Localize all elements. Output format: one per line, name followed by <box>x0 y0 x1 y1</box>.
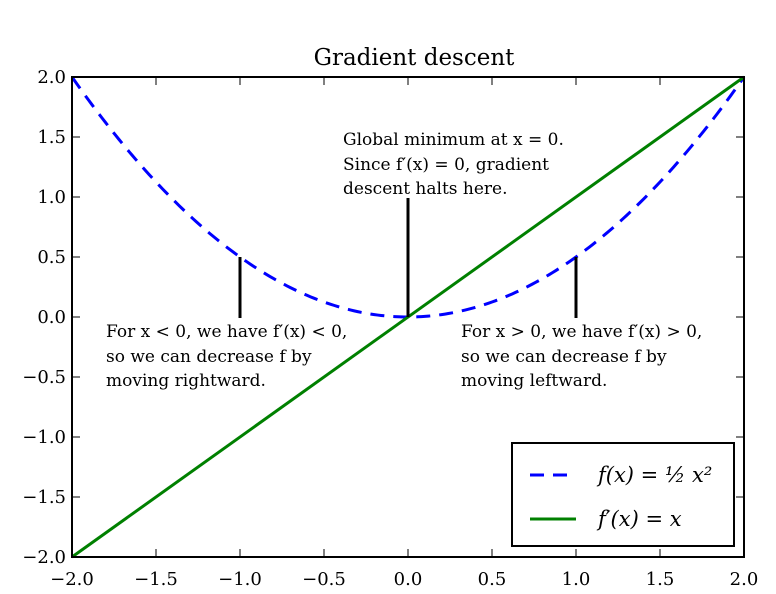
y-tick-label: 0.5 <box>37 247 66 268</box>
annotation-global-minimum-line-3: descent halts here. <box>343 179 508 199</box>
annotations: Global minimum at x = 0. Since f′(x) = 0… <box>106 130 702 391</box>
annotation-global-minimum-line-1: Global minimum at x = 0. <box>343 130 564 150</box>
y-tick-label: 1.0 <box>37 187 66 208</box>
y-tick-label: 1.5 <box>37 127 66 148</box>
annotation-left-line-2: so we can decrease f by <box>106 347 312 367</box>
y-tick-label: −1.5 <box>22 487 66 508</box>
y-tick-label: −0.5 <box>22 367 66 388</box>
annotation-right-line-1: For x > 0, we have f′(x) > 0, <box>461 322 702 342</box>
legend-label-fprime: f′(x) = x <box>596 507 682 531</box>
axis-tick-labels: −2.0 −1.5 −1.0 −0.5 0.0 0.5 1.0 1.5 2.0 2.0 1.5 1.0… <box>22 67 758 590</box>
x-tick-label: −1.0 <box>218 569 262 590</box>
annotation-global-minimum-line-2: Since f′(x) = 0, gradient <box>343 155 549 175</box>
annotation-right-line-2: so we can decrease f by <box>461 347 667 367</box>
x-tick-label: −0.5 <box>302 569 346 590</box>
plot-frame <box>71 76 745 558</box>
legend-label-f: f(x) = ½ x² <box>596 463 712 487</box>
x-tick-label: 0.0 <box>394 569 423 590</box>
x-tick-label: 0.5 <box>478 569 507 590</box>
y-tick-label: −2.0 <box>22 547 66 568</box>
chart-title: Gradient descent <box>314 45 516 71</box>
legend: f(x) = ½ x² f′(x) = x <box>511 442 735 547</box>
x-tick-label: −2.0 <box>50 569 94 590</box>
annotation-left-line-1: For x < 0, we have f′(x) < 0, <box>106 322 347 342</box>
annotation-left-line-3: moving rightward. <box>106 371 266 391</box>
legend-box <box>511 442 735 547</box>
y-tick-label: 2.0 <box>37 67 66 88</box>
annotation-right-line-3: moving leftward. <box>461 371 607 391</box>
y-tick-label: 0.0 <box>37 307 66 328</box>
y-tick-label: −1.0 <box>22 427 66 448</box>
x-tick-label: 1.0 <box>562 569 591 590</box>
x-tick-label: −1.5 <box>134 569 178 590</box>
x-tick-label: 2.0 <box>730 569 759 590</box>
x-tick-label: 1.5 <box>646 569 675 590</box>
series-f-dashed <box>70 76 746 319</box>
